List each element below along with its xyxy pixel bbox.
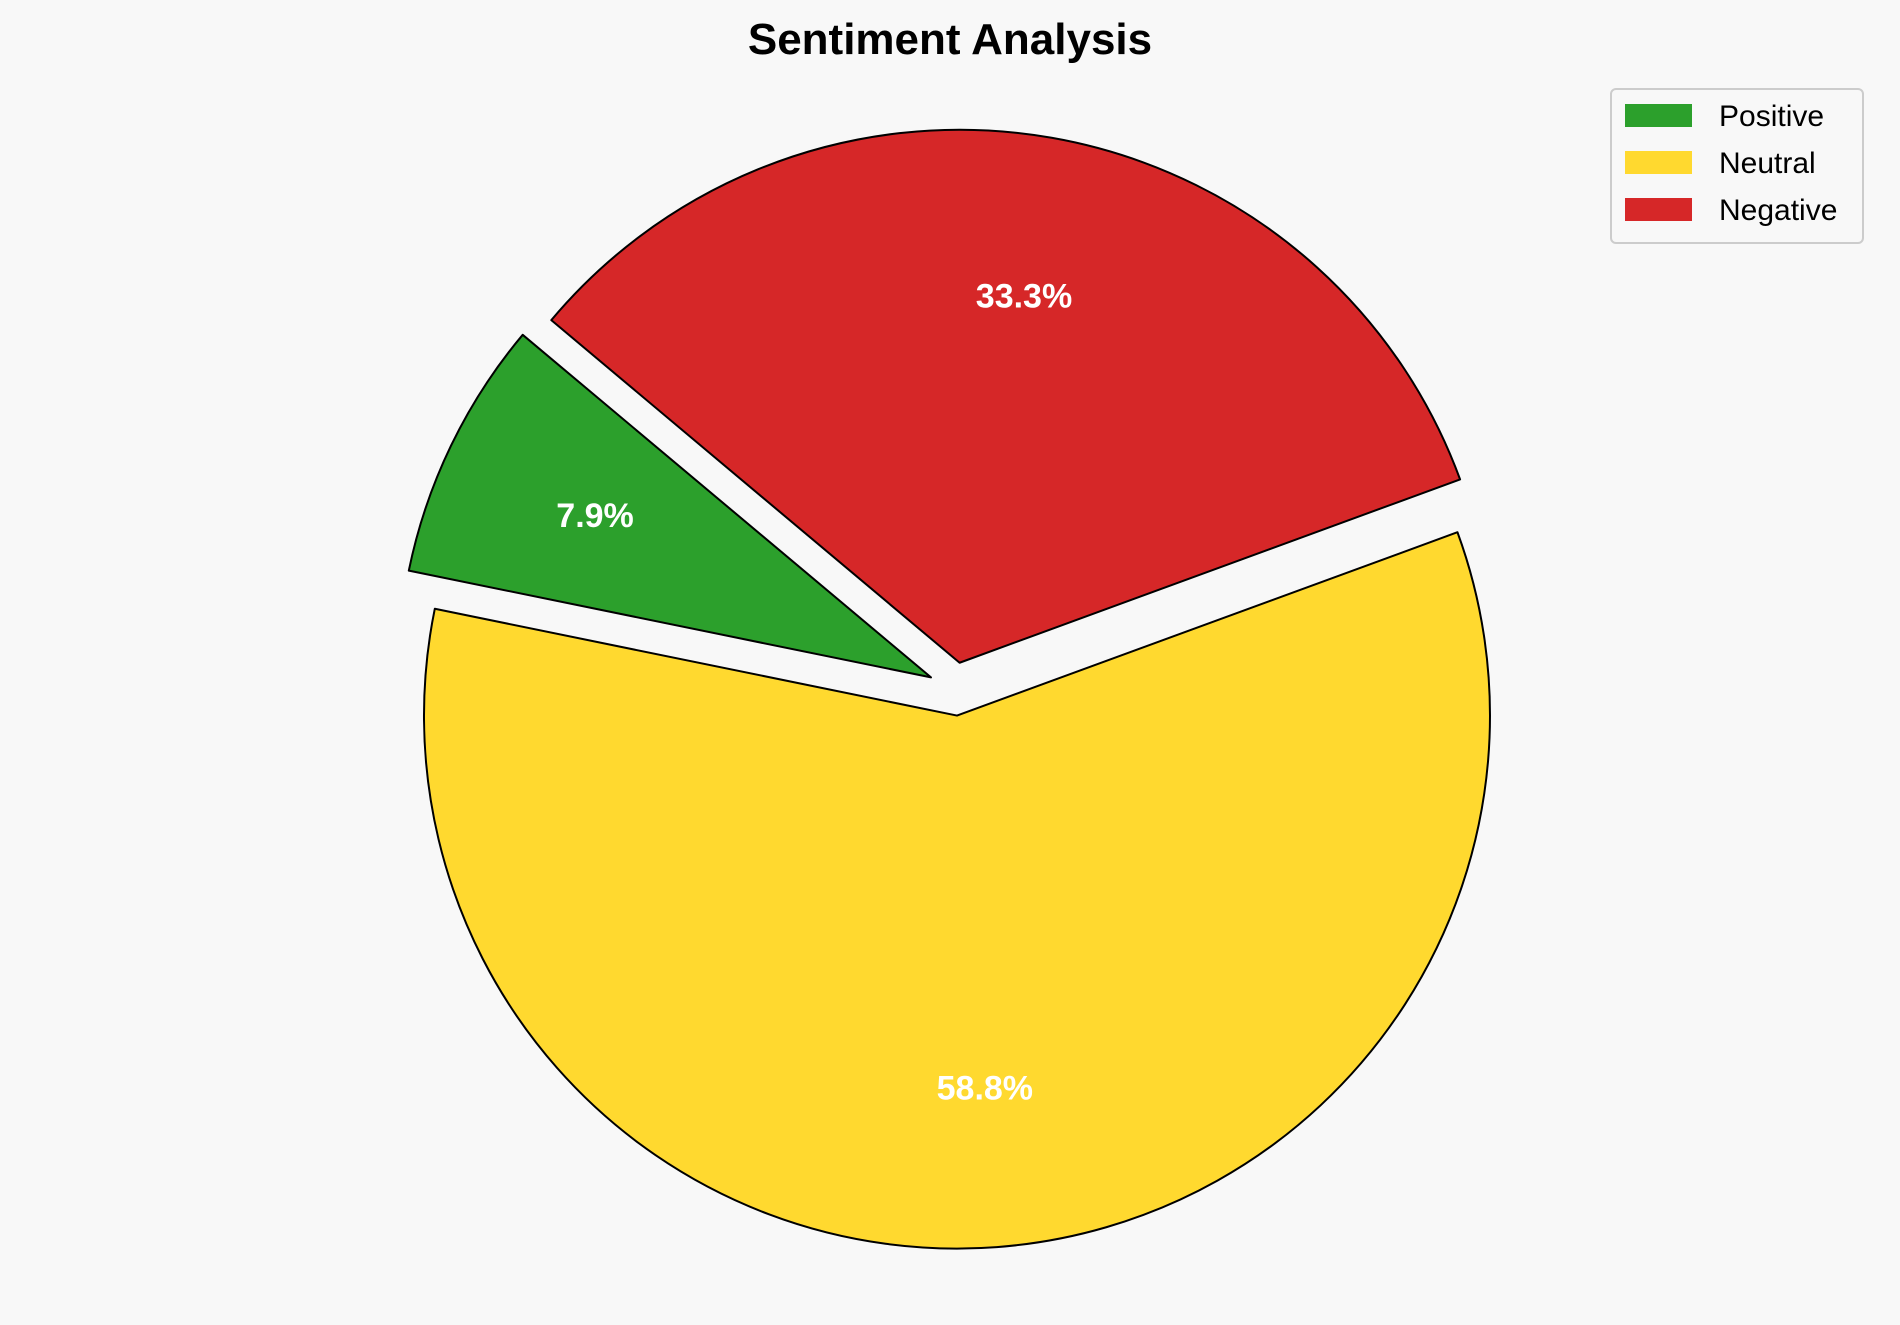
pie-wedge-negative: [550, 128, 1462, 664]
pie-labels: 7.9% 58.8% 33.3%: [556, 277, 1072, 1107]
pie-wedges: [407, 128, 1491, 1250]
legend-swatch-negative: [1625, 198, 1692, 221]
legend: Positive Neutral Negative: [1610, 88, 1864, 244]
pie-label-neutral: 58.8%: [937, 1070, 1033, 1108]
legend-swatch-positive: [1625, 104, 1692, 127]
legend-label-neutral: Neutral: [1719, 147, 1816, 180]
legend-swatch-neutral: [1625, 151, 1692, 174]
pie-label-positive: 7.9%: [556, 497, 634, 535]
pie-label-negative: 33.3%: [976, 277, 1072, 315]
legend-label-negative: Negative: [1719, 194, 1837, 227]
pie-wedge-neutral: [423, 531, 1491, 1250]
legend-label-positive: Positive: [1719, 100, 1824, 133]
pie-wedge-positive: [407, 333, 933, 679]
chart-title: Sentiment Analysis: [748, 15, 1152, 64]
